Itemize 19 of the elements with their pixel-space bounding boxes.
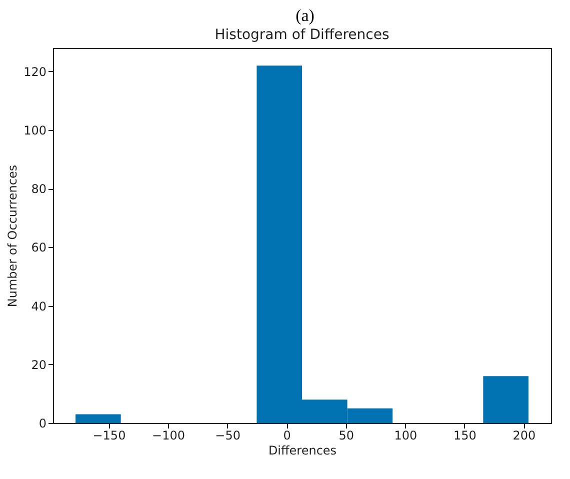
x-tick-label: −150 bbox=[92, 428, 126, 442]
y-tick-label: 0 bbox=[38, 416, 46, 430]
y-tick-label: 80 bbox=[31, 182, 46, 196]
chart-title: Histogram of Differences bbox=[214, 27, 390, 43]
text: (a) bbox=[294, 5, 316, 27]
y-axis-title: Number of Occurrences bbox=[6, 164, 20, 308]
x-tick-label: 150 bbox=[453, 428, 476, 442]
x-tick-label: 0 bbox=[283, 428, 291, 442]
x-tick-label: −50 bbox=[215, 428, 240, 442]
x-tick-label: 200 bbox=[512, 428, 536, 442]
x-tick-label: 100 bbox=[394, 428, 418, 442]
x-tick-label: −100 bbox=[152, 428, 185, 442]
y-tick-label: 100 bbox=[24, 124, 46, 138]
y-tick-label: 20 bbox=[31, 358, 46, 372]
y-tick-label: 40 bbox=[31, 299, 46, 314]
x-axis-title: Differences bbox=[268, 444, 337, 458]
y-tick-label: 60 bbox=[31, 240, 46, 255]
y-tick-label: 120 bbox=[24, 64, 46, 79]
x-tick-label: 50 bbox=[338, 428, 354, 442]
